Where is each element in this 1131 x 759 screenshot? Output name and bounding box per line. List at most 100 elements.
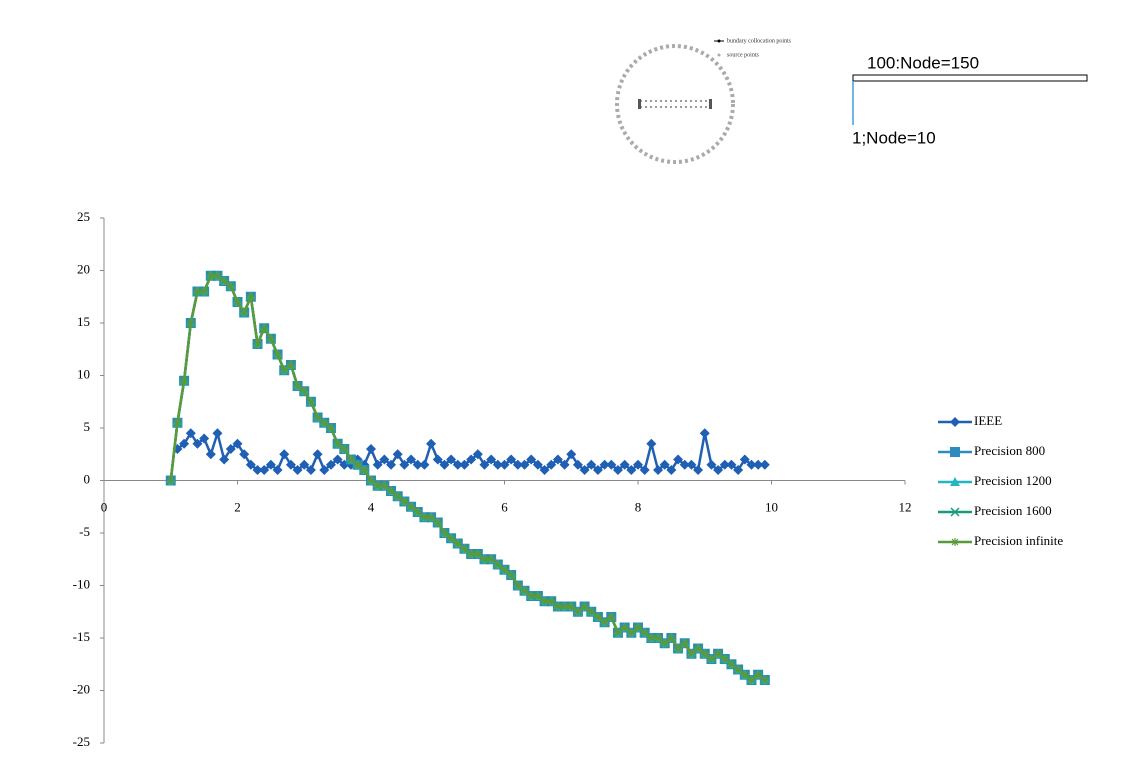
data-point (520, 586, 529, 595)
data-point (526, 454, 537, 465)
data-point (679, 459, 690, 470)
data-point (507, 571, 516, 579)
data-point (592, 465, 603, 475)
data-point (586, 459, 597, 470)
x-tick-label: 2 (234, 499, 241, 514)
data-point (286, 361, 295, 369)
data-point (486, 454, 497, 465)
data-point (419, 459, 430, 470)
data-point (660, 639, 669, 648)
data-point (180, 376, 189, 385)
data-point (746, 459, 757, 470)
data-point (646, 438, 657, 449)
data-point (459, 459, 470, 470)
data-point (540, 597, 549, 606)
data-point (240, 308, 249, 317)
data-point (466, 454, 477, 465)
data-point (706, 459, 717, 470)
data-point (246, 292, 255, 301)
data-point (225, 444, 236, 454)
data-point (686, 459, 697, 470)
data-point (747, 676, 756, 684)
data-point (433, 518, 442, 527)
data-point (627, 628, 636, 637)
data-point (372, 459, 383, 470)
data-point (633, 459, 643, 470)
data-point (612, 465, 623, 475)
data-point (393, 492, 402, 501)
data-point (226, 282, 235, 291)
data-point (719, 459, 730, 470)
data-point (379, 454, 390, 465)
data-point (687, 649, 696, 658)
data-point (639, 465, 650, 475)
x-tick-label: 4 (368, 499, 375, 514)
data-point (220, 277, 229, 285)
data-point (272, 465, 283, 475)
data-point (759, 459, 770, 470)
data-point (340, 445, 349, 453)
data-point (292, 465, 303, 475)
data-point (259, 465, 270, 475)
y-tick-label: 15 (77, 314, 90, 329)
data-point (325, 459, 336, 470)
y-tick-label: 20 (77, 261, 90, 276)
y-tick-label: -5 (79, 524, 90, 539)
data-point (500, 565, 509, 574)
series-line (169, 274, 766, 682)
data-point (532, 459, 543, 470)
data-point (233, 298, 242, 306)
legend-label: Precision 1600 (974, 503, 1052, 518)
data-point (232, 438, 243, 449)
data-point (533, 592, 542, 600)
data-point (754, 670, 763, 679)
source-circle (615, 44, 735, 164)
data-point (473, 550, 482, 558)
legend-label: Precision infinite (974, 533, 1063, 548)
data-point (573, 607, 582, 616)
legend-marker (950, 447, 960, 457)
data-point (619, 459, 630, 470)
x-tick-label: 8 (635, 499, 642, 514)
data-point (306, 397, 315, 406)
legend-label: Precision 800 (974, 443, 1045, 458)
data-point (406, 454, 417, 465)
data-point (432, 454, 443, 465)
data-point (400, 497, 409, 506)
data-point (720, 655, 729, 663)
x-tick-label: 0 (101, 499, 108, 514)
data-point (399, 459, 410, 470)
x-tick-label: 12 (899, 499, 912, 514)
data-point (714, 649, 723, 658)
data-point (613, 628, 622, 637)
data-point (219, 454, 230, 465)
data-point (734, 665, 743, 674)
data-point (512, 459, 523, 470)
data-point (700, 649, 709, 658)
data-point (179, 438, 190, 449)
data-point (587, 607, 596, 616)
data-point (185, 428, 196, 439)
data-point (479, 459, 490, 470)
data-point (740, 670, 749, 679)
geometry-diagram: bundary collocation points source points… (615, 38, 1088, 164)
data-point (460, 544, 469, 553)
data-point (213, 271, 222, 280)
legend-marker (951, 538, 959, 546)
data-point (300, 387, 309, 396)
data-point (693, 465, 704, 475)
data-point (760, 676, 769, 684)
data-point (707, 655, 716, 663)
data-point (412, 459, 423, 470)
legend-label: Precision 1200 (974, 473, 1052, 488)
data-point (572, 459, 583, 470)
data-point (559, 459, 570, 470)
crack-end (709, 99, 712, 109)
legend-dot (717, 53, 721, 57)
data-point (353, 460, 362, 469)
data-point (265, 459, 276, 470)
y-tick-label: -15 (73, 629, 90, 644)
data-point (694, 644, 703, 653)
data-point (192, 438, 203, 449)
data-point (253, 340, 262, 348)
